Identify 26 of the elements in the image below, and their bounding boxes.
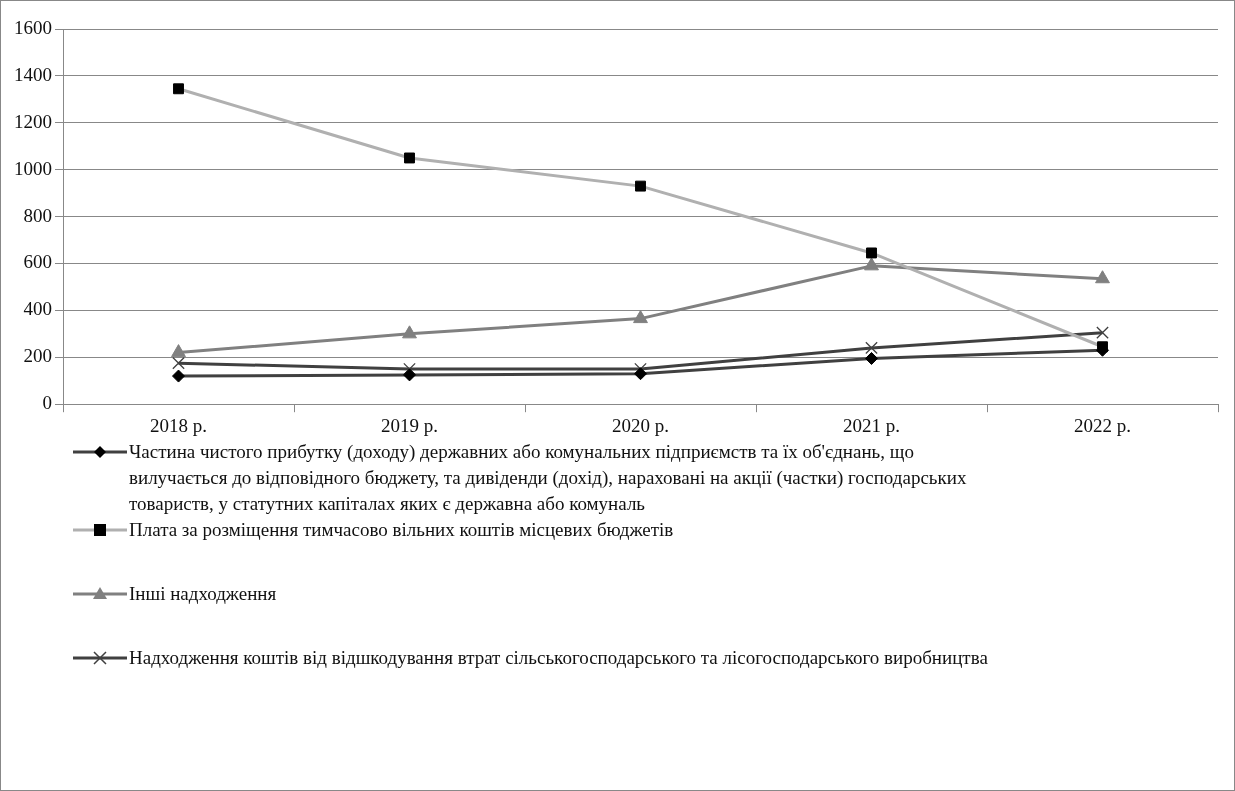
y-tick-label: 0 <box>42 392 52 414</box>
point <box>172 356 185 370</box>
legend-label: Частина чистого прибутку (доходу) державних або комунальних підприємств та їх об'єднань, що вилучається до відповідного бюджету, та дивіденди (дохід), нараховані на акції (частки) господарських товариств, у статутних капіталах яких є державна або комуналь <box>129 440 968 516</box>
y-tick-label: 1600 <box>14 16 52 38</box>
x-tick-label: 2020 р. <box>612 414 669 436</box>
x-tick-label: 2022 р. <box>1074 414 1131 436</box>
y-tick-label: 1000 <box>14 157 52 179</box>
legend-label: Плата за розміщення тимчасово вільних коштів місцевих бюджетів <box>129 518 675 542</box>
point <box>402 325 417 339</box>
y-tick-label: 200 <box>23 345 52 367</box>
legend-label: Інші надходження <box>129 582 278 606</box>
x-tick-label: 2018 р. <box>150 414 207 436</box>
y-tick-label: 800 <box>23 204 52 226</box>
y-tick-label: 1200 <box>14 110 52 132</box>
x-tick-label: 2021 р. <box>843 414 900 436</box>
point <box>171 344 186 358</box>
point <box>1095 270 1110 284</box>
y-tick-label: 1400 <box>14 63 52 85</box>
legend-label: Надходження коштів від відшкодування втрат сільськогосподарського та лісогосподарського виробництва <box>129 646 989 670</box>
point <box>865 341 878 355</box>
y-tick-label: 600 <box>23 251 52 273</box>
point <box>633 310 648 324</box>
point <box>864 257 879 271</box>
point <box>1096 326 1109 339</box>
y-tick-label: 400 <box>23 298 52 320</box>
x-tick-label: 2019 р. <box>381 414 438 436</box>
